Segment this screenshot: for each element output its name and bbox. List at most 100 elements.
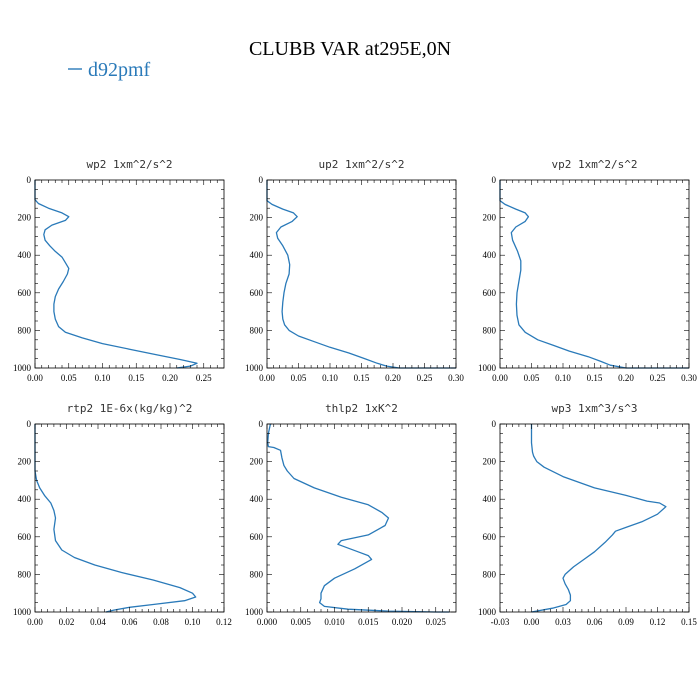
panel-2: vp2 1xm^2/s^2 0.00 0.05 0.10 0.15 0.20 0.25 0.3…	[478, 158, 697, 383]
y-tick-label: 1000	[245, 363, 264, 373]
panel-title: vp2 1xm^2/s^2	[551, 158, 637, 171]
y-tick-label: 800	[250, 325, 264, 335]
panel-1: up2 1xm^2/s^2 0.00 0.05 0.10 0.15 0.20 0.25 0.3…	[245, 158, 464, 383]
x-tick-label: 0.20	[618, 373, 634, 383]
x-tick-label: 0.010	[324, 617, 345, 627]
x-tick-label: 0.08	[153, 617, 169, 627]
x-tick-label: 0.000	[257, 617, 278, 627]
panel-title: up2 1xm^2/s^2	[318, 158, 404, 171]
x-tick-label: 0.10	[185, 617, 201, 627]
series-line	[499, 180, 689, 369]
x-tick-label: 0.10	[555, 373, 571, 383]
y-tick-label: 600	[250, 532, 264, 542]
y-tick-label: 1000	[478, 607, 497, 617]
x-tick-label: 0.00	[524, 617, 540, 627]
x-tick-label: 0.00	[27, 617, 43, 627]
x-tick-label: 0.15	[681, 617, 697, 627]
series-line	[267, 423, 450, 613]
y-tick-label: 0	[492, 175, 497, 185]
x-tick-label: 0.00	[27, 373, 43, 383]
y-tick-label: 400	[18, 250, 32, 260]
legend: d92pmf	[68, 59, 151, 81]
y-tick-label: 800	[250, 569, 264, 579]
axis-frame	[34, 423, 225, 613]
series-line	[266, 180, 456, 369]
legend-label: d92pmf	[88, 59, 151, 81]
y-tick-label: 1000	[478, 363, 497, 373]
y-tick-label: 600	[18, 288, 32, 298]
y-tick-label: 400	[250, 250, 264, 260]
x-tick-label: 0.05	[291, 373, 307, 383]
x-tick-label: 0.30	[681, 373, 697, 383]
y-tick-label: 200	[483, 457, 497, 467]
y-tick-label: 800	[483, 325, 497, 335]
panel-title: wp2 1xm^2/s^2	[86, 158, 172, 171]
series-line	[530, 424, 667, 613]
y-tick-label: 200	[18, 457, 32, 467]
y-tick-label: 0	[259, 419, 264, 429]
y-tick-label: 400	[483, 494, 497, 504]
panel-3: rtp2 1E-6x(kg/kg)^2 0.00 0.02 0.04 0.06 0.08 0…	[13, 402, 232, 627]
panel-5: wp3 1xm^3/s^3 -0.03 0.00 0.03 0.06 0.09 0.12 0.…	[478, 402, 697, 627]
y-tick-label: 800	[483, 569, 497, 579]
x-tick-label: 0.25	[196, 373, 212, 383]
panel-title: thlp2 1xK^2	[325, 402, 398, 415]
x-tick-label: 0.12	[216, 617, 232, 627]
y-tick-label: 200	[18, 213, 32, 223]
x-tick-label: 0.15	[354, 373, 370, 383]
axis-frame	[34, 179, 225, 369]
series-line	[34, 180, 198, 369]
figure-title: CLUBB VAR at295E,0N	[249, 38, 451, 60]
y-tick-label: 600	[18, 532, 32, 542]
axis-frame	[266, 423, 457, 613]
x-tick-label: 0.12	[650, 617, 666, 627]
panel-4: thlp2 1xK^2 0.000 0.005 0.010 0.015 0.020 0.02…	[245, 402, 457, 627]
y-tick-label: 0	[27, 175, 32, 185]
y-tick-label: 0	[259, 175, 264, 185]
y-tick-label: 0	[492, 419, 497, 429]
x-tick-label: 0.02	[59, 617, 75, 627]
y-tick-label: 1000	[245, 607, 264, 617]
x-tick-label: 0.25	[650, 373, 666, 383]
axis-frame	[266, 179, 457, 369]
y-tick-label: 600	[483, 288, 497, 298]
panel-title: wp3 1xm^3/s^3	[551, 402, 637, 415]
x-tick-label: 0.05	[524, 373, 540, 383]
y-tick-label: 600	[250, 288, 264, 298]
panel-0: wp2 1xm^2/s^2 0.00 0.05 0.10 0.15 0.20 0.25 0 20…	[13, 158, 225, 383]
x-tick-label: 0.20	[385, 373, 401, 383]
y-tick-label: 1000	[13, 363, 32, 373]
panel-grid: wp2 1xm^2/s^2 0.00 0.05 0.10 0.15 0.20 0.25 0 20…	[13, 158, 697, 627]
x-tick-label: 0.03	[555, 617, 571, 627]
x-tick-label: 0.00	[259, 373, 275, 383]
y-tick-label: 200	[483, 213, 497, 223]
series-line	[34, 424, 197, 613]
x-tick-label: 0.06	[122, 617, 138, 627]
x-tick-label: 0.20	[162, 373, 178, 383]
x-tick-label: 0.25	[417, 373, 433, 383]
axis-frame	[499, 179, 690, 369]
y-tick-label: 200	[250, 213, 264, 223]
x-tick-label: 0.025	[426, 617, 447, 627]
y-tick-label: 800	[18, 325, 32, 335]
y-tick-label: 400	[483, 250, 497, 260]
x-tick-label: 0.06	[587, 617, 603, 627]
x-tick-label: 0.005	[291, 617, 312, 627]
x-tick-label: 0.020	[392, 617, 413, 627]
x-tick-label: 0.015	[358, 617, 379, 627]
y-tick-label: 800	[18, 569, 32, 579]
panel-title: rtp2 1E-6x(kg/kg)^2	[67, 402, 193, 415]
y-tick-label: 600	[483, 532, 497, 542]
x-tick-label: 0.10	[322, 373, 338, 383]
x-tick-label: 0.09	[618, 617, 634, 627]
x-tick-label: 0.00	[492, 373, 508, 383]
y-tick-label: 400	[250, 494, 264, 504]
x-tick-label: 0.10	[95, 373, 111, 383]
y-tick-label: 0	[27, 419, 32, 429]
x-tick-label: 0.15	[587, 373, 603, 383]
x-tick-label: 0.04	[90, 617, 106, 627]
x-tick-label: 0.30	[448, 373, 464, 383]
x-tick-label: 0.15	[128, 373, 144, 383]
y-tick-label: 200	[250, 457, 264, 467]
